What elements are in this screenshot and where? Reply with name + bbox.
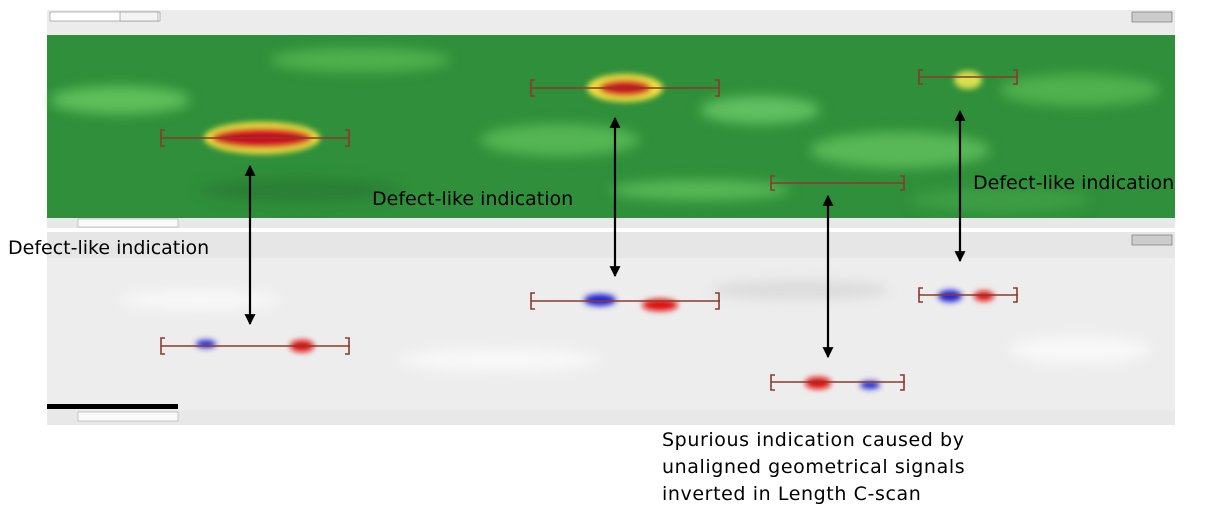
- gates: [160, 69, 1018, 391]
- scrollbar[interactable]: [47, 218, 1175, 228]
- gate: [160, 337, 350, 355]
- window-controls[interactable]: [1131, 234, 1173, 246]
- ruler: [47, 404, 178, 409]
- note-line: unaligned geometrical signals: [662, 456, 965, 478]
- scroll-thumb[interactable]: [77, 218, 179, 228]
- gate: [530, 79, 720, 97]
- cscan-image: [47, 258, 1175, 410]
- depth-cscan-panel: [47, 232, 1175, 425]
- annotation-label: Defect-like indication: [973, 172, 1174, 194]
- cscan-texture: [120, 280, 1150, 372]
- annotation-label: Defect-like indication: [372, 188, 573, 210]
- toolbar-field: [49, 11, 161, 22]
- scrollbar[interactable]: [47, 410, 1175, 425]
- note-line: inverted in Length C-scan: [662, 483, 921, 505]
- gate: [530, 292, 720, 310]
- length-cscan-panel: [47, 10, 1175, 228]
- gate: [160, 129, 350, 147]
- window-controls[interactable]: [1131, 11, 1173, 23]
- toolbar: [47, 10, 1175, 35]
- toolbar-button[interactable]: [119, 11, 159, 22]
- note-line: Spurious indication caused by: [662, 429, 965, 451]
- arrows: [244, 109, 966, 359]
- annotation-label: Defect-like indication: [8, 237, 209, 259]
- cscan-texture: [50, 48, 1160, 212]
- gate: [770, 374, 905, 391]
- gate: [770, 175, 905, 191]
- toolbar: [47, 232, 1175, 258]
- scroll-thumb[interactable]: [77, 411, 179, 422]
- gate: [918, 287, 1018, 303]
- gate: [918, 69, 1018, 85]
